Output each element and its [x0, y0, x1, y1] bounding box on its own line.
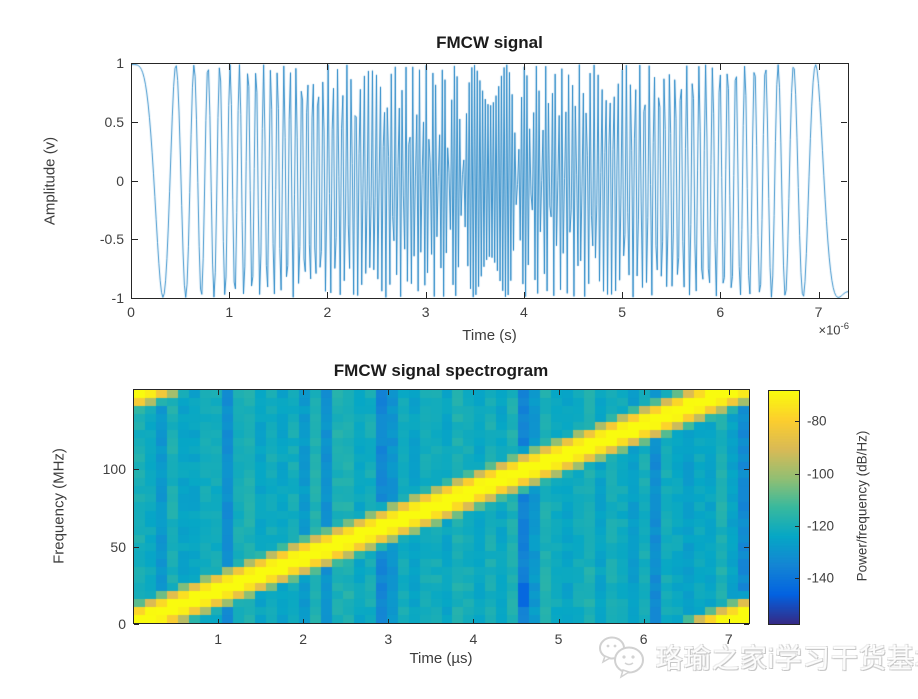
- bottom-chart-title: FMCW signal spectrogram: [333, 361, 549, 380]
- bottom-x-tick-label: 1: [214, 631, 222, 647]
- axis-tick-mark: [523, 64, 525, 70]
- axis-tick-mark: [744, 546, 749, 548]
- bottom-x-tick-label: 4: [469, 631, 478, 647]
- colorbar-tick-label: -140: [807, 570, 835, 586]
- axis-tick-mark: [841, 63, 847, 64]
- axis-tick-mark: [558, 390, 560, 395]
- top-x-tick-label: 4: [519, 304, 528, 320]
- axis-tick-mark: [303, 390, 305, 395]
- axis-tick-mark: [523, 292, 525, 298]
- axis-tick-mark: [643, 619, 645, 624]
- axis-tick-mark: [841, 239, 847, 241]
- colorbar-label: Power/frequency (dB/Hz): [854, 430, 870, 582]
- fmcw-waveform-canvas: [132, 64, 848, 298]
- top-y-tick-label: 0: [116, 172, 124, 189]
- axis-tick-mark: [425, 292, 427, 298]
- axis-tick-mark: [132, 63, 138, 64]
- axis-tick-mark: [841, 121, 847, 123]
- axis-tick-mark: [134, 624, 139, 625]
- colorbar-tick-label: -80: [807, 413, 827, 429]
- axis-tick-mark: [841, 298, 847, 299]
- axis-tick-mark: [134, 469, 139, 471]
- bottom-y-axis-label: Frequency (MHz): [50, 448, 68, 564]
- bottom-x-tick-label: 3: [384, 631, 393, 647]
- axis-tick-mark: [132, 239, 138, 241]
- top-y-tick-label: 0.5: [104, 113, 124, 130]
- top-y-axis-label: Amplitude (v): [41, 136, 59, 226]
- axis-tick-mark: [728, 619, 730, 624]
- colorbar-tick-label: -120: [807, 518, 835, 534]
- bottom-x-tick-label: 2: [299, 631, 308, 647]
- top-y-tick-label: 1: [116, 55, 124, 71]
- bottom-x-tick-label: 5: [554, 631, 563, 647]
- axis-tick-mark: [818, 64, 820, 70]
- top-x-tick-label: 1: [225, 304, 234, 320]
- axis-tick-mark: [388, 390, 390, 395]
- bottom-x-axis-label: Time (µs): [409, 650, 473, 667]
- axis-tick-mark: [218, 619, 220, 624]
- top-x-axis-label: Time (s): [462, 327, 517, 344]
- top-x-tick-label: 2: [323, 304, 332, 320]
- spectrogram-plot-area: [133, 389, 750, 624]
- bottom-y-tick-label: 0: [118, 616, 126, 632]
- colorbar-tick-label: -100: [807, 466, 835, 482]
- axis-tick-mark: [795, 473, 799, 475]
- axis-tick-mark: [425, 64, 427, 70]
- axis-tick-mark: [818, 292, 820, 298]
- top-y-tick-label: -1: [111, 290, 124, 306]
- waveform-plot-area: [131, 63, 849, 299]
- axis-tick-mark: [558, 619, 560, 624]
- top-y-tick-label: -0.5: [99, 231, 124, 248]
- spectrogram-canvas: [134, 390, 749, 623]
- bottom-y-tick-label: 100: [102, 461, 126, 478]
- colorbar-gradient-canvas: [769, 391, 799, 624]
- axis-tick-mark: [744, 624, 749, 625]
- axis-tick-mark: [327, 292, 329, 298]
- axis-tick-mark: [131, 292, 132, 298]
- bottom-x-tick-label: 7: [724, 631, 733, 647]
- axis-tick-mark: [720, 292, 722, 298]
- axis-tick-mark: [744, 469, 749, 471]
- axis-tick-mark: [218, 390, 220, 395]
- axis-tick-mark: [841, 180, 847, 182]
- axis-tick-mark: [728, 390, 730, 395]
- top-x-tick-label: 0: [127, 304, 135, 320]
- axis-tick-mark: [795, 578, 799, 579]
- bottom-x-tick-label: 6: [639, 631, 648, 647]
- top-x-tick-label: 3: [421, 304, 430, 320]
- axis-tick-mark: [229, 64, 231, 70]
- axis-tick-mark: [388, 619, 390, 624]
- axis-tick-mark: [134, 546, 139, 548]
- axis-tick-mark: [473, 390, 475, 395]
- axis-tick-mark: [132, 121, 138, 123]
- axis-tick-mark: [473, 619, 475, 624]
- axis-tick-mark: [229, 292, 231, 298]
- axis-tick-mark: [643, 390, 645, 395]
- top-x-tick-label: 6: [716, 304, 725, 320]
- axis-tick-mark: [327, 64, 329, 70]
- x-axis-exponent: ×10-6: [818, 321, 849, 338]
- axis-tick-mark: [131, 64, 132, 70]
- axis-tick-mark: [795, 525, 799, 527]
- axis-tick-mark: [720, 64, 722, 70]
- axis-tick-mark: [132, 298, 138, 299]
- bottom-y-tick-label: 50: [110, 538, 126, 555]
- top-chart-title: FMCW signal: [436, 33, 543, 52]
- colorbar: [768, 390, 800, 625]
- top-x-tick-label: 7: [814, 304, 823, 320]
- axis-tick-mark: [622, 64, 624, 70]
- axis-tick-mark: [303, 619, 305, 624]
- axis-tick-mark: [132, 180, 138, 182]
- axis-tick-mark: [622, 292, 624, 298]
- top-x-tick-label: 5: [618, 304, 626, 320]
- axis-tick-mark: [795, 421, 799, 423]
